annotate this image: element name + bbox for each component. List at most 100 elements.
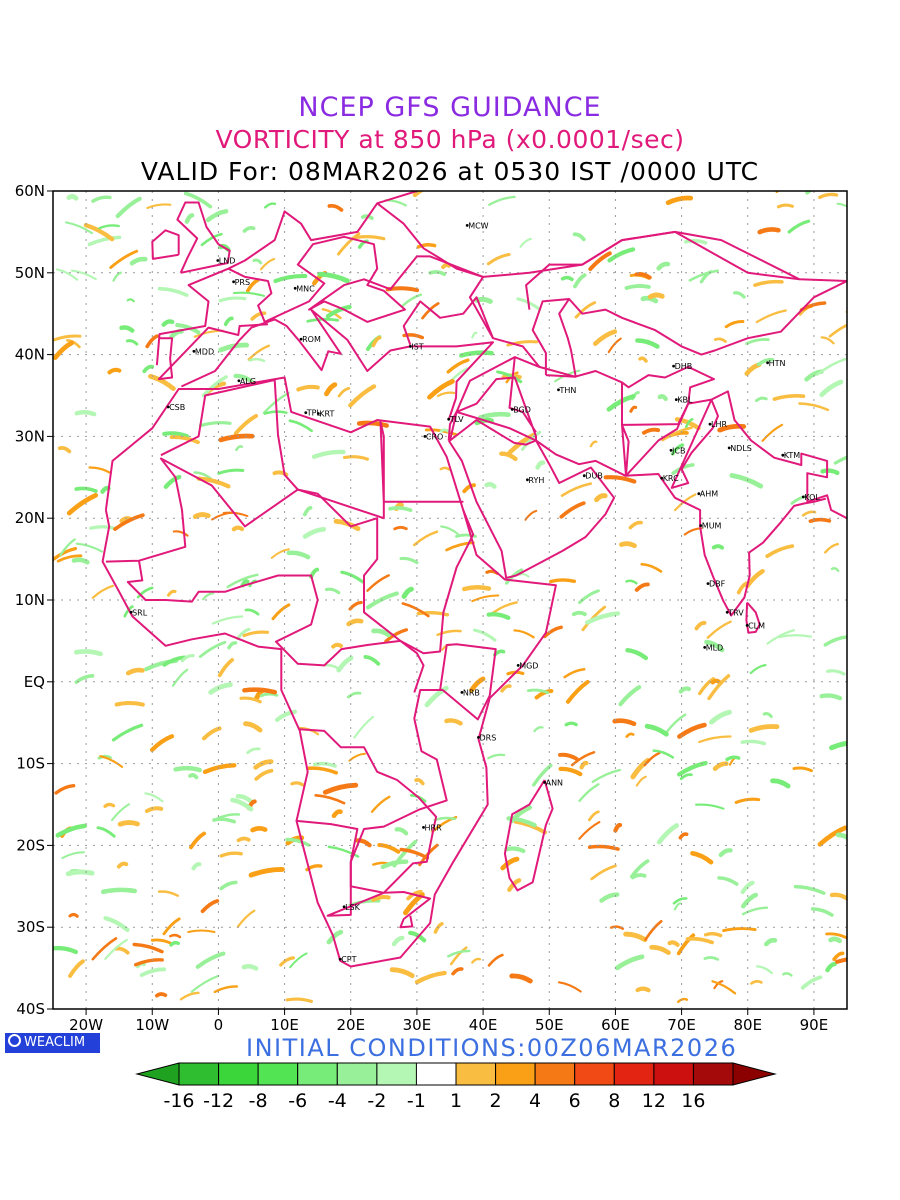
india-coastline	[660, 478, 827, 617]
negative-vorticity-streak	[212, 817, 236, 824]
positive-vorticity-streak	[563, 667, 586, 679]
positive-vorticity-streak	[486, 253, 511, 266]
negative-vorticity-streak	[819, 379, 844, 398]
positive-vorticity-streak	[471, 957, 482, 964]
negative-vorticity-streak	[428, 270, 447, 277]
city-dot	[423, 435, 427, 438]
negative-vorticity-streak	[578, 589, 600, 605]
negative-vorticity-streak	[572, 232, 586, 242]
city-label: MNC	[296, 284, 315, 293]
negative-vorticity-streak	[246, 747, 261, 755]
legend-tick-label: -8	[249, 1090, 268, 1112]
negative-vorticity-streak	[533, 726, 544, 733]
positive-vorticity-streak	[57, 445, 72, 454]
positive-vorticity-streak	[750, 980, 763, 985]
city-dot	[697, 492, 701, 496]
positive-vorticity-streak	[370, 795, 391, 813]
positive-vorticity-streak	[239, 696, 262, 704]
legend-color-box	[692, 1062, 734, 1086]
negative-vorticity-streak	[455, 533, 477, 538]
negative-vorticity-streak	[625, 648, 649, 661]
negative-vorticity-streak	[656, 261, 671, 271]
positive-vorticity-streak	[172, 530, 189, 537]
positive-vorticity-streak	[565, 679, 590, 704]
iran-afghan-borders	[514, 356, 715, 477]
positive-vorticity-streak	[250, 311, 267, 321]
negative-vorticity-streak	[459, 350, 494, 358]
city-label: AHM	[700, 490, 718, 499]
vorticity-shading	[53, 191, 847, 1004]
positive-vorticity-streak	[753, 279, 784, 287]
city-label: PRS	[235, 278, 250, 287]
positive-vorticity-streak	[393, 525, 408, 531]
negative-vorticity-streak	[244, 608, 260, 616]
negative-vorticity-streak	[173, 765, 202, 773]
negative-vorticity-streak	[198, 640, 227, 658]
negative-vorticity-streak	[263, 410, 288, 415]
negative-vorticity-streak	[98, 224, 120, 230]
negative-vorticity-streak	[104, 938, 128, 960]
negative-vorticity-streak	[259, 692, 279, 698]
city-dot	[304, 411, 308, 415]
city-label: NDLS	[730, 444, 752, 453]
positive-vorticity-streak	[462, 483, 476, 494]
negative-vorticity-streak	[629, 859, 650, 879]
city-dot	[669, 448, 673, 452]
positive-vorticity-streak	[629, 405, 638, 413]
legend-color-box	[574, 1062, 615, 1086]
negative-vorticity-streak	[656, 823, 679, 845]
city-label: MDD	[195, 347, 214, 356]
negative-vorticity-streak	[227, 641, 238, 650]
positive-vorticity-streak	[828, 323, 847, 338]
positive-vorticity-streak	[353, 235, 386, 241]
negative-vorticity-streak	[75, 542, 104, 553]
negative-vorticity-streak	[487, 753, 506, 760]
positive-vorticity-streak	[471, 594, 500, 603]
negative-vorticity-streak	[679, 773, 693, 781]
positive-vorticity-streak	[107, 367, 122, 375]
positive-vorticity-streak	[817, 825, 847, 847]
positive-vorticity-streak	[371, 894, 391, 902]
legend-tick-label: -4	[328, 1090, 347, 1112]
negative-vorticity-streak	[202, 592, 215, 601]
negative-vorticity-streak	[573, 273, 587, 289]
positive-vorticity-streak	[233, 413, 259, 436]
latitude-tick-label: 30N	[15, 427, 45, 445]
country-borders	[101, 191, 847, 968]
positive-vorticity-streak	[451, 967, 464, 976]
negative-vorticity-streak	[139, 967, 167, 977]
city-dot	[516, 664, 520, 667]
north-africa-borders	[160, 379, 464, 520]
negative-vorticity-streak	[815, 357, 847, 376]
city-dot	[447, 417, 451, 421]
longitude-tick-label: 10E	[270, 1016, 299, 1034]
positive-vorticity-streak	[250, 826, 268, 833]
longitude-tick-label: 20W	[69, 1016, 103, 1034]
city-dot	[781, 453, 785, 457]
negative-vorticity-streak	[823, 635, 847, 647]
positive-vorticity-streak	[775, 191, 780, 194]
positive-vorticity-streak	[445, 541, 475, 552]
negative-vorticity-streak	[400, 293, 423, 308]
city-label: JCB	[671, 446, 685, 455]
positive-vorticity-streak	[722, 927, 757, 933]
longitude-tick-label: 40E	[469, 1016, 498, 1034]
positive-vorticity-streak	[835, 957, 847, 964]
positive-vorticity-streak	[342, 455, 369, 461]
positive-vorticity-streak	[588, 810, 600, 822]
negative-vorticity-streak	[346, 691, 362, 699]
negative-vorticity-streak	[169, 940, 180, 947]
positive-vorticity-streak	[623, 931, 648, 943]
city-dot	[745, 624, 749, 627]
city-label: IST	[411, 342, 423, 351]
negative-vorticity-streak	[252, 258, 263, 265]
negative-vorticity-streak	[670, 443, 685, 456]
positive-vorticity-streak	[213, 985, 239, 994]
negative-vorticity-streak	[657, 394, 668, 402]
positive-vorticity-streak	[649, 944, 671, 956]
positive-vorticity-streak	[808, 517, 832, 523]
positive-vorticity-streak	[665, 195, 694, 206]
negative-vorticity-streak	[217, 468, 245, 475]
positive-vorticity-streak	[644, 920, 663, 941]
longitude-tick-label: 10W	[135, 1016, 169, 1034]
